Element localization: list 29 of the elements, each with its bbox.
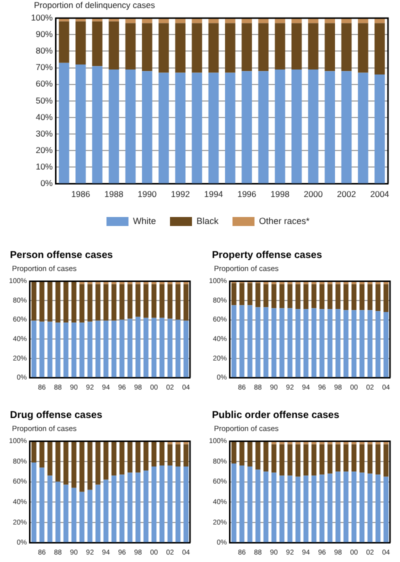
y-tick-label: 30% bbox=[36, 128, 54, 138]
x-tick-label: 2004 bbox=[370, 189, 390, 200]
y-tick-label: 20% bbox=[36, 145, 54, 156]
y-tick-label: 10% bbox=[36, 162, 54, 172]
chart-title: Person offense cases bbox=[9, 250, 114, 263]
y-tick-label: 0% bbox=[40, 178, 54, 188]
x-tick-label: 1988 bbox=[104, 189, 124, 200]
legend-label: Other races* bbox=[258, 216, 310, 226]
x-tick-label: 2000 bbox=[304, 189, 323, 200]
legend-label: White bbox=[132, 216, 156, 226]
chart-title: Drug offense cases bbox=[9, 410, 104, 423]
x-tick-label: 1998 bbox=[270, 189, 290, 200]
x-tick-label: 1994 bbox=[204, 189, 224, 200]
y-tick-label: 50% bbox=[36, 95, 54, 106]
y-tick-label: 80% bbox=[36, 46, 54, 56]
x-tick-label: 1986 bbox=[71, 189, 90, 200]
y-tick-label: 60% bbox=[36, 78, 54, 89]
y-tick-label: 100% bbox=[30, 12, 54, 22]
y-tick-label: 40% bbox=[36, 112, 54, 122]
x-tick-label: 1996 bbox=[237, 189, 257, 200]
y-tick-label: 70% bbox=[36, 62, 54, 72]
x-tick-label: 1990 bbox=[138, 189, 157, 200]
legend-label: Black bbox=[196, 216, 219, 226]
y-axis-title: Proportion of delinquency cases bbox=[33, 0, 156, 10]
x-tick-label: 1992 bbox=[170, 189, 190, 200]
chart-title: Public order offense cases bbox=[211, 410, 340, 423]
chart-title: Property offense cases bbox=[211, 250, 324, 263]
y-tick-label: 90% bbox=[36, 29, 54, 40]
x-tick-label: 2002 bbox=[337, 189, 356, 200]
